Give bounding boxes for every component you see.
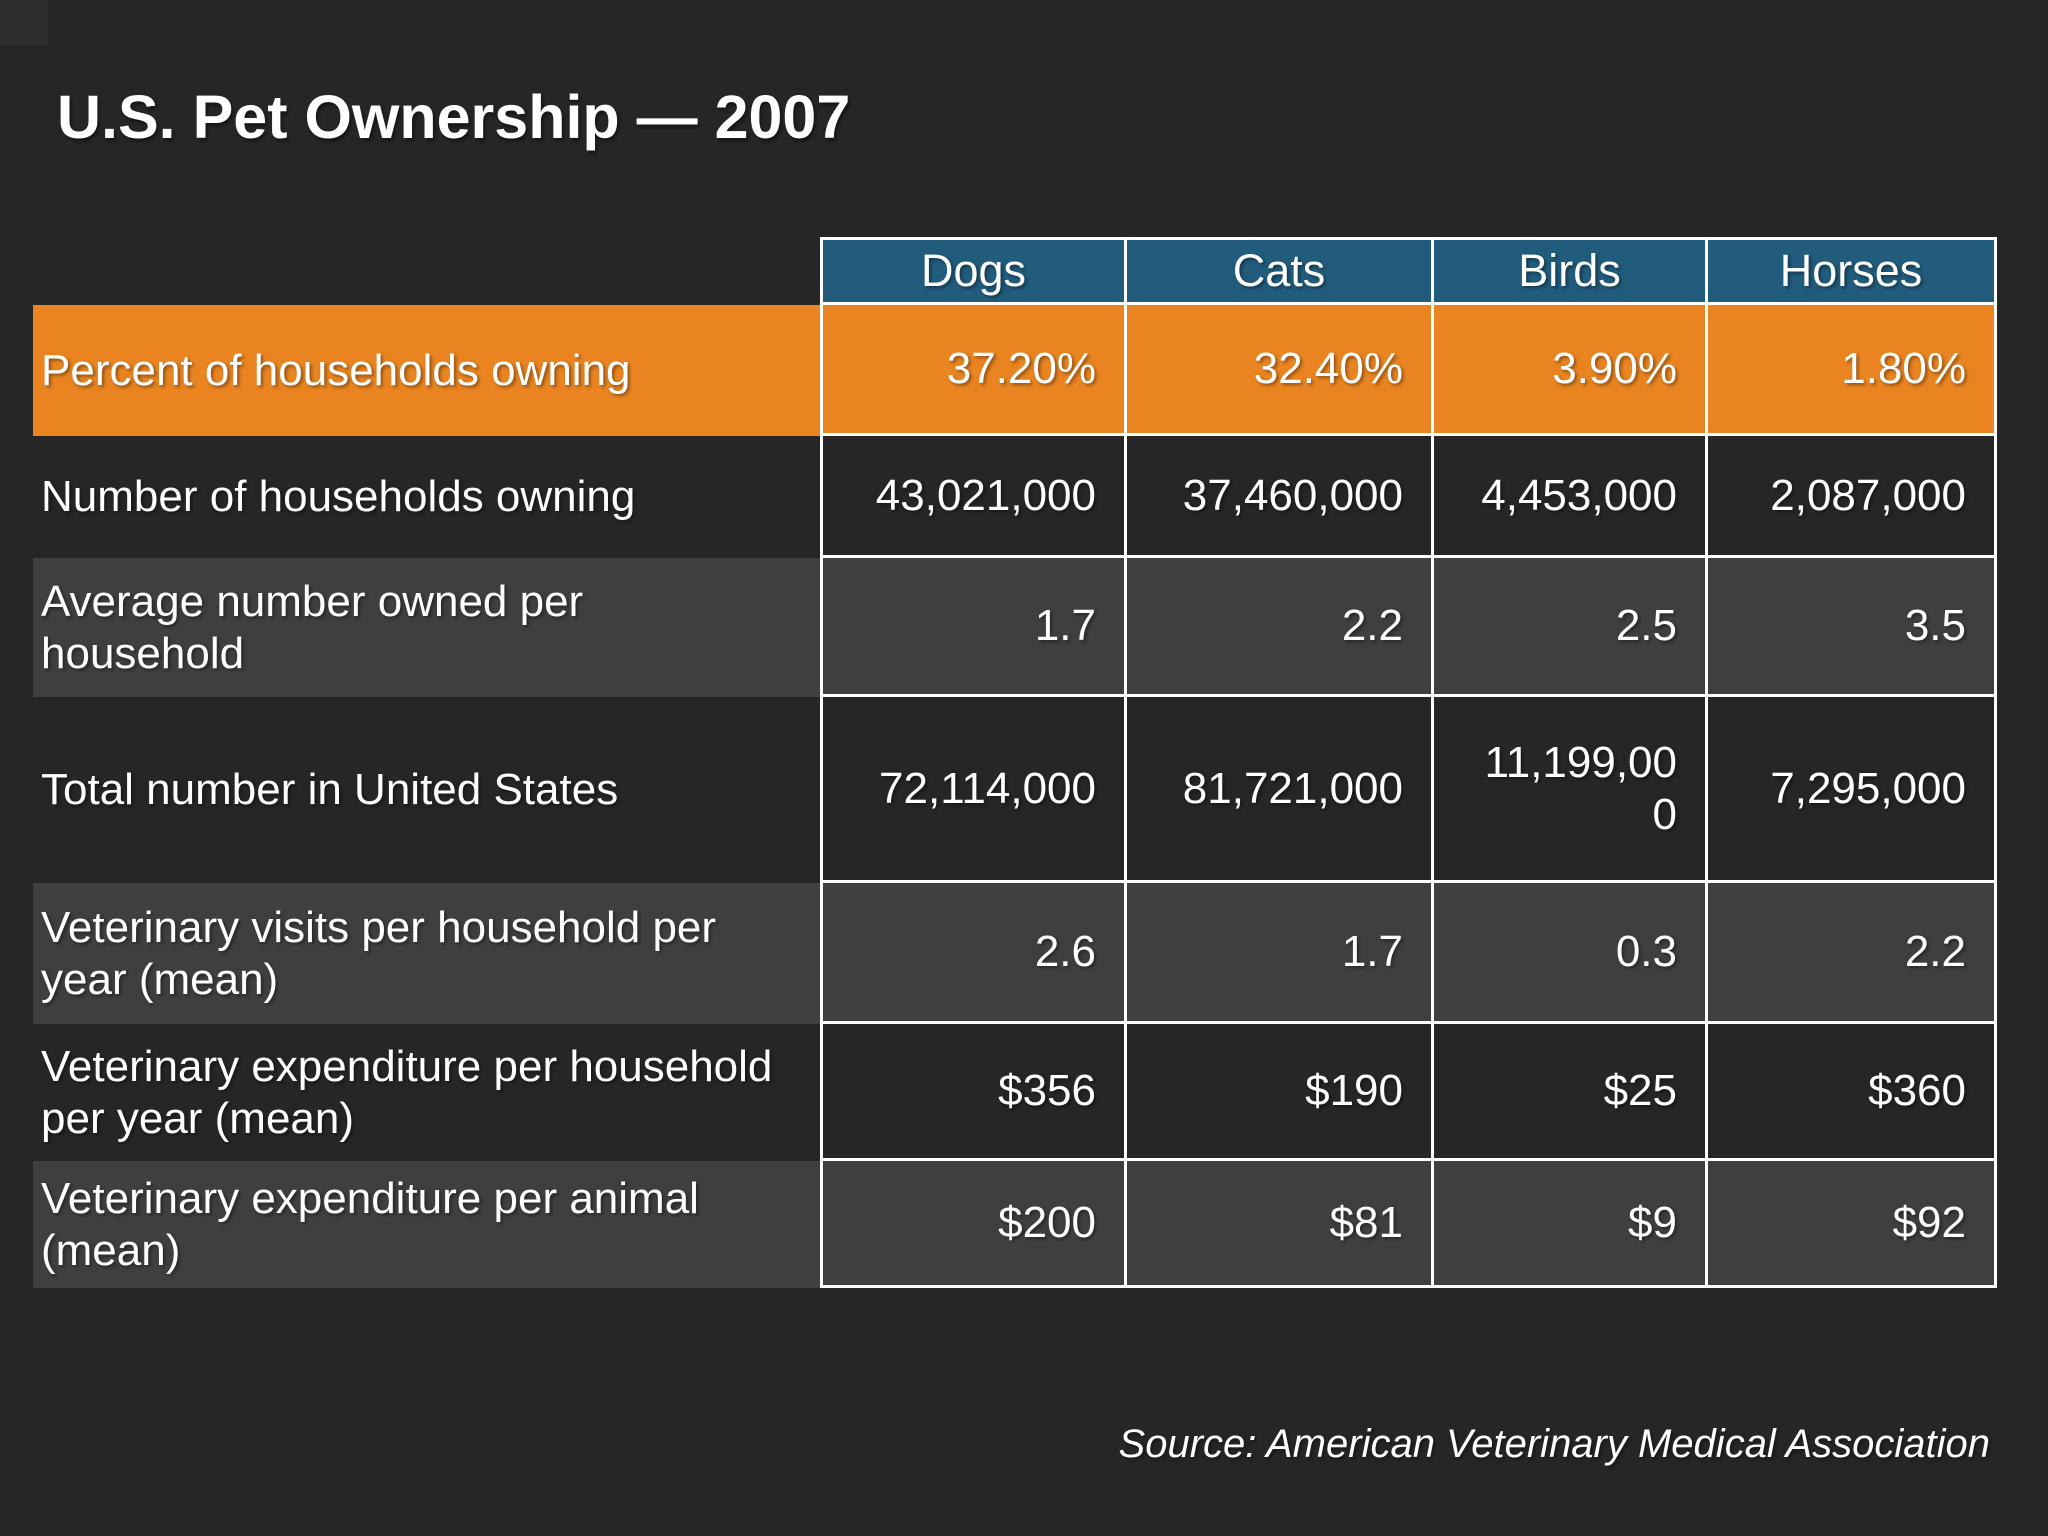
cell-dogs: 1.7 (820, 558, 1127, 697)
cell-cats: $81 (1127, 1161, 1434, 1288)
row-label: Veterinary expenditure per animal (mean) (33, 1161, 820, 1288)
source-attribution: Source: American Veterinary Medical Asso… (1118, 1422, 1990, 1466)
cell-birds: 0.3 (1434, 883, 1708, 1024)
row-label: Percent of households owning (33, 305, 820, 436)
cell-cats: 37,460,000 (1127, 436, 1434, 558)
cell-cats: 2.2 (1127, 558, 1434, 697)
column-header-cats: Cats (1127, 237, 1434, 305)
cell-dogs: 43,021,000 (820, 436, 1127, 558)
cell-horses: 1.80% (1708, 305, 1997, 436)
page-title: U.S. Pet Ownership — 2007 (57, 83, 851, 151)
cell-birds: 4,453,000 (1434, 436, 1708, 558)
cell-cats: $190 (1127, 1024, 1434, 1161)
cell-horses: $92 (1708, 1161, 1997, 1288)
row-label: Veterinary expenditure per household per… (41, 1041, 773, 1143)
cell-dogs: 37.20% (820, 305, 1127, 436)
cell-horses: $360 (1708, 1024, 1997, 1161)
cell-horses: 2.2 (1708, 883, 1997, 1024)
slide-corner-artifact (0, 0, 48, 45)
cell-birds: 3.90% (1434, 305, 1708, 436)
cell-cats: 32.40% (1127, 305, 1434, 436)
table-corner-cell (33, 237, 820, 305)
column-header-horses: Horses (1708, 237, 1997, 305)
cell-horses: 3.5 (1708, 558, 1997, 697)
cell-birds: $25 (1434, 1024, 1708, 1161)
cell-birds: $9 (1434, 1161, 1708, 1288)
cell-horses: 7,295,000 (1708, 697, 1997, 883)
column-header-dogs: Dogs (820, 237, 1127, 305)
row-label: Average number owned per household (33, 558, 820, 697)
column-header-birds: Birds (1434, 237, 1708, 305)
cell-dogs: 2.6 (820, 883, 1127, 1024)
cell-birds: 11,199,000 (1434, 697, 1708, 883)
cell-dogs: 72,114,000 (820, 697, 1127, 883)
cell-cats: 1.7 (1127, 883, 1434, 1024)
cell-dogs: $356 (820, 1024, 1127, 1161)
cell-dogs: $200 (820, 1161, 1127, 1288)
pet-ownership-table: Dogs Cats Birds Horses Percent of househ… (33, 237, 1997, 1288)
cell-birds: 2.5 (1434, 558, 1708, 697)
row-label: Total number in United States (41, 765, 619, 815)
row-label: Veterinary visits per household per year… (33, 883, 820, 1024)
cell-horses: 2,087,000 (1708, 436, 1997, 558)
row-label: Number of households owning (41, 472, 636, 522)
cell-cats: 81,721,000 (1127, 697, 1434, 883)
